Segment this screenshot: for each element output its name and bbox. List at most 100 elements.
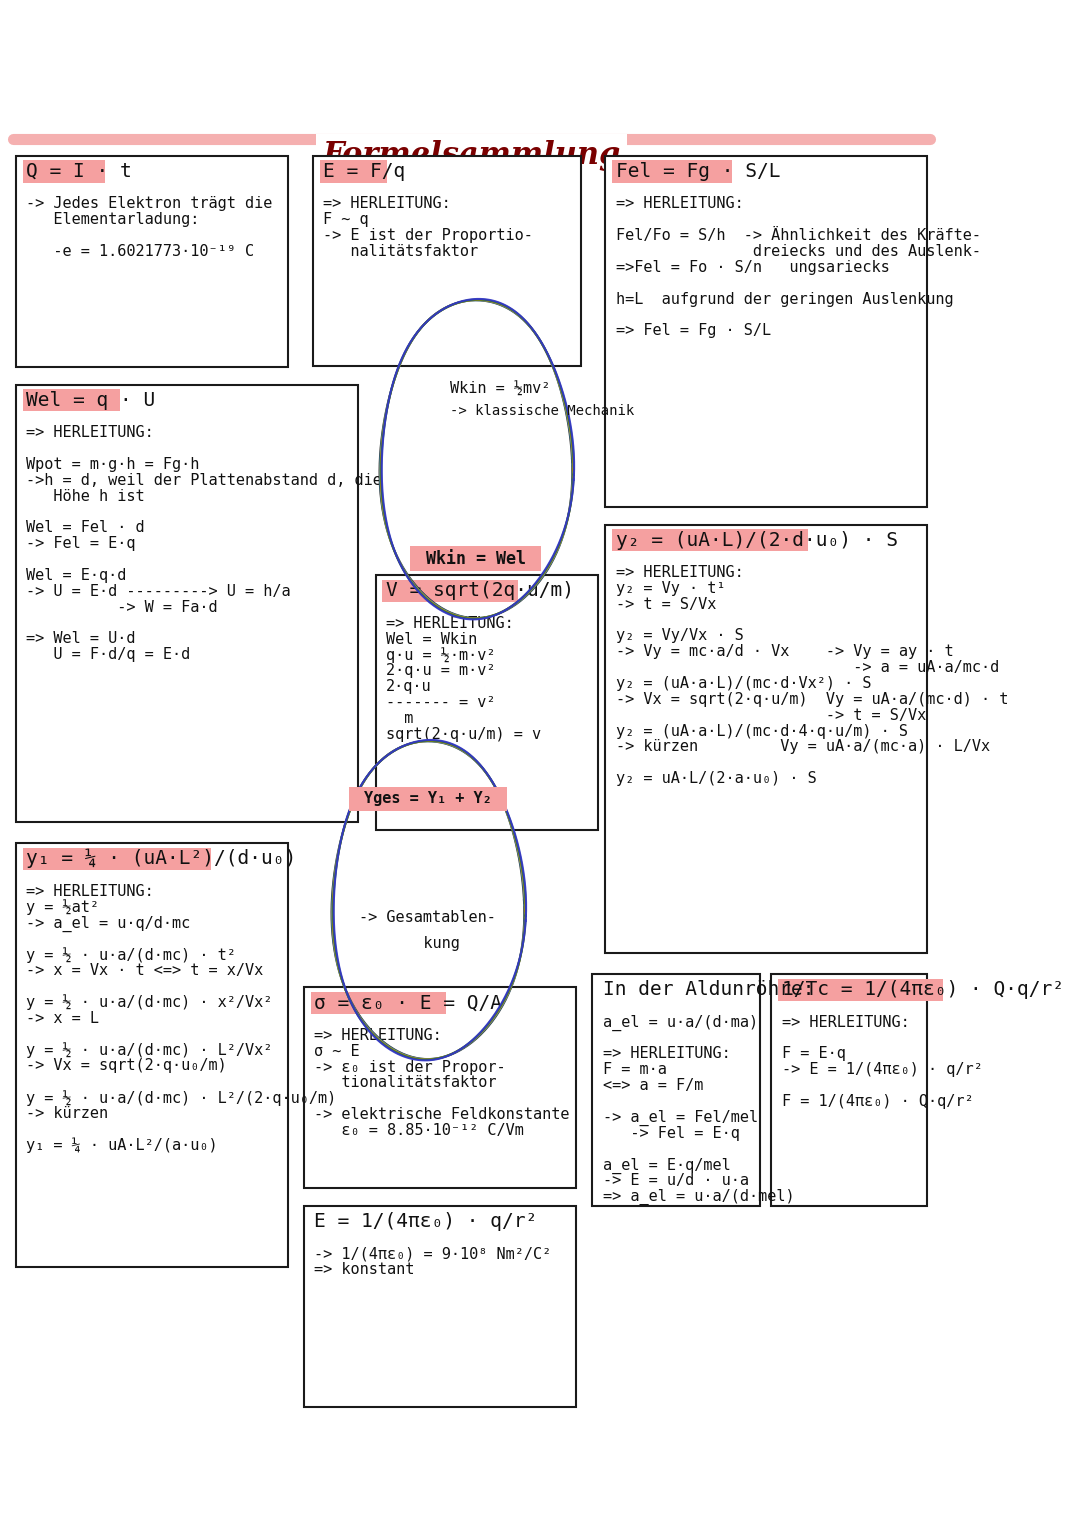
FancyBboxPatch shape bbox=[16, 843, 288, 1267]
Text: => a_el = u·a/(d·mel): => a_el = u·a/(d·mel) bbox=[603, 1190, 794, 1205]
Text: Yges = Y₁ + Y₂: Yges = Y₁ + Y₂ bbox=[364, 791, 491, 806]
Text: -> Vx = sqrt(2·q·u/m)  Vy = uA·a/(mc·d) · t: -> Vx = sqrt(2·q·u/m) Vy = uA·a/(mc·d) ·… bbox=[616, 692, 1008, 707]
Text: sqrt(2·q·u/m) = v: sqrt(2·q·u/m) = v bbox=[386, 727, 541, 742]
Text: F ~ q: F ~ q bbox=[323, 212, 368, 228]
Text: => HERLEITUNG:: => HERLEITUNG: bbox=[603, 1046, 730, 1061]
FancyBboxPatch shape bbox=[605, 525, 928, 953]
Text: tionalitätsfaktor: tionalitätsfaktor bbox=[314, 1075, 497, 1090]
Text: Wpot = m·g·h = Fg·h: Wpot = m·g·h = Fg·h bbox=[26, 457, 200, 472]
Text: ------- = v²: ------- = v² bbox=[386, 695, 496, 710]
Text: y = ½at²: y = ½at² bbox=[26, 899, 99, 915]
Text: y = ½ · u·a/(d·mc) · L²/Vx²: y = ½ · u·a/(d·mc) · L²/Vx² bbox=[26, 1043, 272, 1058]
Text: Fel = Fg · S/L: Fel = Fg · S/L bbox=[616, 162, 780, 182]
Text: -> Gesamtablen-: -> Gesamtablen- bbox=[360, 910, 497, 925]
Text: E = F/q: E = F/q bbox=[323, 162, 405, 182]
Text: => HERLEITUNG:: => HERLEITUNG: bbox=[616, 197, 743, 211]
Text: Wel = q · U: Wel = q · U bbox=[26, 391, 156, 409]
FancyBboxPatch shape bbox=[16, 156, 288, 368]
Text: Formelsammlung: Formelsammlung bbox=[323, 140, 621, 171]
Text: V = sqrt(2q·u/m): V = sqrt(2q·u/m) bbox=[386, 582, 573, 600]
Text: -> Fel = E·q: -> Fel = E·q bbox=[603, 1125, 740, 1141]
FancyBboxPatch shape bbox=[612, 528, 808, 551]
Text: Elementarladung:: Elementarladung: bbox=[26, 212, 200, 228]
Text: y₁ = ¼ · uA·L²/(a·u₀): y₁ = ¼ · uA·L²/(a·u₀) bbox=[26, 1138, 218, 1153]
Text: -> a = uA·a/mc·d: -> a = uA·a/mc·d bbox=[616, 660, 999, 675]
Text: <=> a = F/m: <=> a = F/m bbox=[603, 1078, 703, 1093]
Text: -> E = u/d · u·a: -> E = u/d · u·a bbox=[603, 1173, 748, 1188]
Text: σ ~ E: σ ~ E bbox=[314, 1043, 360, 1058]
Text: -> klassische Mechanik: -> klassische Mechanik bbox=[449, 405, 634, 418]
Text: -> a_el = u·q/d·mc: -> a_el = u·q/d·mc bbox=[26, 916, 190, 931]
FancyBboxPatch shape bbox=[23, 847, 211, 870]
FancyBboxPatch shape bbox=[311, 993, 446, 1014]
Text: -> t = S/Vx: -> t = S/Vx bbox=[616, 597, 716, 612]
FancyBboxPatch shape bbox=[349, 786, 507, 811]
Text: -e = 1.6021773·10⁻¹⁹ C: -e = 1.6021773·10⁻¹⁹ C bbox=[26, 244, 254, 260]
Text: nalitätsfaktor: nalitätsfaktor bbox=[323, 244, 478, 260]
Text: => Fel = Fg · S/L: => Fel = Fg · S/L bbox=[616, 324, 771, 339]
Text: y₂ = Vy · t¹: y₂ = Vy · t¹ bbox=[616, 580, 725, 596]
Text: m: m bbox=[386, 710, 414, 725]
Text: Wkin = Wel: Wkin = Wel bbox=[426, 550, 526, 568]
FancyBboxPatch shape bbox=[303, 1206, 577, 1406]
FancyBboxPatch shape bbox=[605, 156, 928, 507]
FancyBboxPatch shape bbox=[771, 974, 928, 1206]
Text: Wkin = ½mv²: Wkin = ½mv² bbox=[449, 382, 550, 397]
FancyBboxPatch shape bbox=[303, 988, 577, 1188]
FancyBboxPatch shape bbox=[592, 974, 759, 1206]
Text: y₂ = (uA·a·L)/(mc·d·4·q·u/m) · S: y₂ = (uA·a·L)/(mc·d·4·q·u/m) · S bbox=[616, 724, 907, 739]
Text: -> Fel = E·q: -> Fel = E·q bbox=[26, 536, 136, 551]
Text: -> x = L: -> x = L bbox=[26, 1011, 99, 1026]
Text: -> x = Vx · t <=> t = x/Vx: -> x = Vx · t <=> t = x/Vx bbox=[26, 964, 264, 977]
Text: F = E·q: F = E·q bbox=[782, 1046, 846, 1061]
Text: -> Vy = mc·a/d · Vx    -> Vy = ay · t: -> Vy = mc·a/d · Vx -> Vy = ay · t bbox=[616, 644, 954, 660]
Text: -> a_el = Fel/mel: -> a_el = Fel/mel bbox=[603, 1110, 758, 1125]
Text: 2·q·u = m·v²: 2·q·u = m·v² bbox=[386, 663, 496, 678]
FancyBboxPatch shape bbox=[320, 160, 387, 183]
Text: Wel = E·q·d: Wel = E·q·d bbox=[26, 568, 126, 583]
Text: a_el = u·a/(d·ma): a_el = u·a/(d·ma) bbox=[603, 1015, 758, 1031]
FancyBboxPatch shape bbox=[778, 979, 974, 1000]
Text: 1/Tc = 1/(4πε₀) · Q·q/r²: 1/Tc = 1/(4πε₀) · Q·q/r² bbox=[782, 980, 1064, 999]
Text: => HERLEITUNG:: => HERLEITUNG: bbox=[26, 426, 154, 440]
Text: Wel = Wkin: Wel = Wkin bbox=[386, 632, 477, 646]
Text: E = 1/(4πε₀) · q/r²: E = 1/(4πε₀) · q/r² bbox=[314, 1212, 538, 1231]
Text: y = ½ · u·a/(d·mc) · t²: y = ½ · u·a/(d·mc) · t² bbox=[26, 947, 237, 964]
Text: -> 1/(4πε₀) = 9·10⁸ Nm²/C²: -> 1/(4πε₀) = 9·10⁸ Nm²/C² bbox=[314, 1246, 552, 1261]
Text: ε₀ = 8.85·10⁻¹² C/Vm: ε₀ = 8.85·10⁻¹² C/Vm bbox=[314, 1122, 524, 1138]
Text: -> E = 1/(4πε₀) · q/r²: -> E = 1/(4πε₀) · q/r² bbox=[782, 1063, 983, 1077]
Text: y₂ = Vy/Vx · S: y₂ = Vy/Vx · S bbox=[616, 629, 743, 643]
Text: -> kürzen: -> kürzen bbox=[26, 1106, 108, 1121]
Text: U = F·d/q = E·d: U = F·d/q = E·d bbox=[26, 647, 190, 663]
Text: => HERLEITUNG:: => HERLEITUNG: bbox=[314, 1028, 442, 1043]
Text: -> elektrische Feldkonstante: -> elektrische Feldkonstante bbox=[314, 1107, 570, 1122]
Text: 2·q·u: 2·q·u bbox=[386, 680, 432, 695]
Text: => konstant: => konstant bbox=[314, 1261, 415, 1277]
Text: -> t = S/Vx: -> t = S/Vx bbox=[616, 707, 926, 722]
Text: -> E ist der Proportio-: -> E ist der Proportio- bbox=[323, 228, 534, 243]
Text: => Wel = U·d: => Wel = U·d bbox=[26, 631, 136, 646]
Text: y₁ = ¼ · (uA·L²)/(d·u₀): y₁ = ¼ · (uA·L²)/(d·u₀) bbox=[26, 849, 296, 869]
FancyBboxPatch shape bbox=[382, 580, 517, 602]
Text: y = ½ · u·a/(d·mc) · L²/(2·q·u₀/m): y = ½ · u·a/(d·mc) · L²/(2·q·u₀/m) bbox=[26, 1090, 337, 1106]
Text: => HERLEITUNG:: => HERLEITUNG: bbox=[616, 565, 743, 580]
FancyBboxPatch shape bbox=[612, 160, 732, 183]
Text: dreiecks und des Auslenk-: dreiecks und des Auslenk- bbox=[616, 244, 981, 260]
Text: -> U = E·d ---------> U = h/a: -> U = E·d ---------> U = h/a bbox=[26, 583, 291, 599]
Text: => HERLEITUNG:: => HERLEITUNG: bbox=[386, 615, 514, 631]
Text: =>Fel = Fo · S/n   ungsariecks: =>Fel = Fo · S/n ungsariecks bbox=[616, 260, 890, 275]
Text: => HERLEITUNG:: => HERLEITUNG: bbox=[323, 197, 450, 211]
Text: σ = ε₀ · E = Q/A: σ = ε₀ · E = Q/A bbox=[314, 994, 502, 1012]
Text: kung: kung bbox=[396, 936, 460, 951]
FancyBboxPatch shape bbox=[16, 385, 359, 822]
FancyBboxPatch shape bbox=[23, 160, 105, 183]
Text: -> Jedes Elektron trägt die: -> Jedes Elektron trägt die bbox=[26, 197, 272, 211]
Text: a_el = E·q/mel: a_el = E·q/mel bbox=[603, 1157, 730, 1174]
Text: -> kürzen         Vy = uA·a/(mc·a) · L/Vx: -> kürzen Vy = uA·a/(mc·a) · L/Vx bbox=[616, 739, 989, 754]
Text: h=L  aufgrund der geringen Auslenkung: h=L aufgrund der geringen Auslenkung bbox=[616, 292, 954, 307]
FancyBboxPatch shape bbox=[23, 389, 120, 411]
Text: Q = I · t: Q = I · t bbox=[26, 162, 132, 182]
Text: ->h = d, weil der Plattenabstand d, die: ->h = d, weil der Plattenabstand d, die bbox=[26, 473, 382, 487]
Text: In der Aldunröhre:: In der Aldunröhre: bbox=[603, 980, 814, 999]
Text: -> Vx = sqrt(2·q·u₀/m): -> Vx = sqrt(2·q·u₀/m) bbox=[26, 1058, 227, 1073]
